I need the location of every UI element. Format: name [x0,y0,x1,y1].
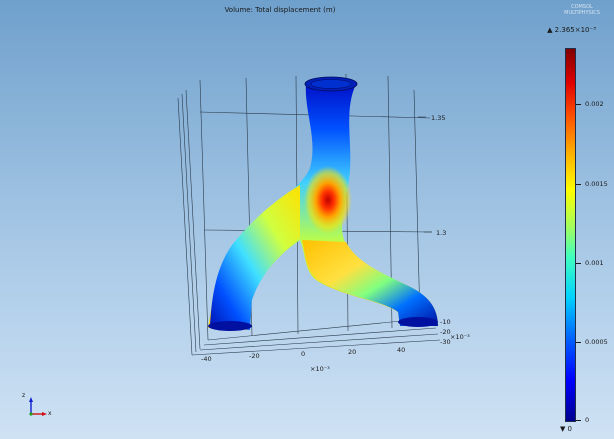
z-tick-label: 1.3 [436,229,446,237]
x-tick-label: 40 [397,346,405,354]
3d-graphics-canvas[interactable]: 1.35 1.3 -40 -20 0 20 40 ×10⁻³ -10 -20 -… [0,0,560,439]
triad-z-label: z [22,392,26,399]
x-tick-label: -20 [249,352,260,360]
colorbar-label: 0.002 [585,100,604,108]
colorbar-label: 0.0005 [585,338,608,346]
colorbar-tick [576,263,581,264]
colorbar-label: 0 [585,416,590,424]
artery-bifurcation-model [208,76,438,331]
y-tick-label: -30 [440,338,451,346]
x-tick-label: 0 [301,350,305,358]
y-tick-label: -10 [440,318,451,326]
colorbar-label: 0.001 [585,259,604,267]
y-tick-label: -20 [440,328,451,336]
colorbar [565,48,576,422]
plot-title: Volume: Total displacement (m) [224,6,336,14]
colorbar-tick [576,184,581,185]
colorbar-max-label: ▲ 2.365×10⁻³ [547,26,596,34]
colorbar-label: 0.0015 [585,180,608,188]
comsol-logo: COMSOL MULTIPHYSICS [564,4,600,16]
colorbar-tick [576,342,581,343]
triad-x-label: x [48,410,52,417]
x-axis-exponent: ×10⁻³ [310,365,330,373]
colorbar-tick [576,420,581,421]
axis-triad [29,397,47,416]
x-tick-label: 20 [348,348,356,356]
z-tick-label: 1.35 [431,114,445,122]
y-axis-exponent: ×10⁻³ [450,333,470,341]
colorbar-min-label: ▼ 0 [559,425,572,433]
colorbar-tick [576,104,581,105]
x-tick-label: -40 [201,355,212,363]
